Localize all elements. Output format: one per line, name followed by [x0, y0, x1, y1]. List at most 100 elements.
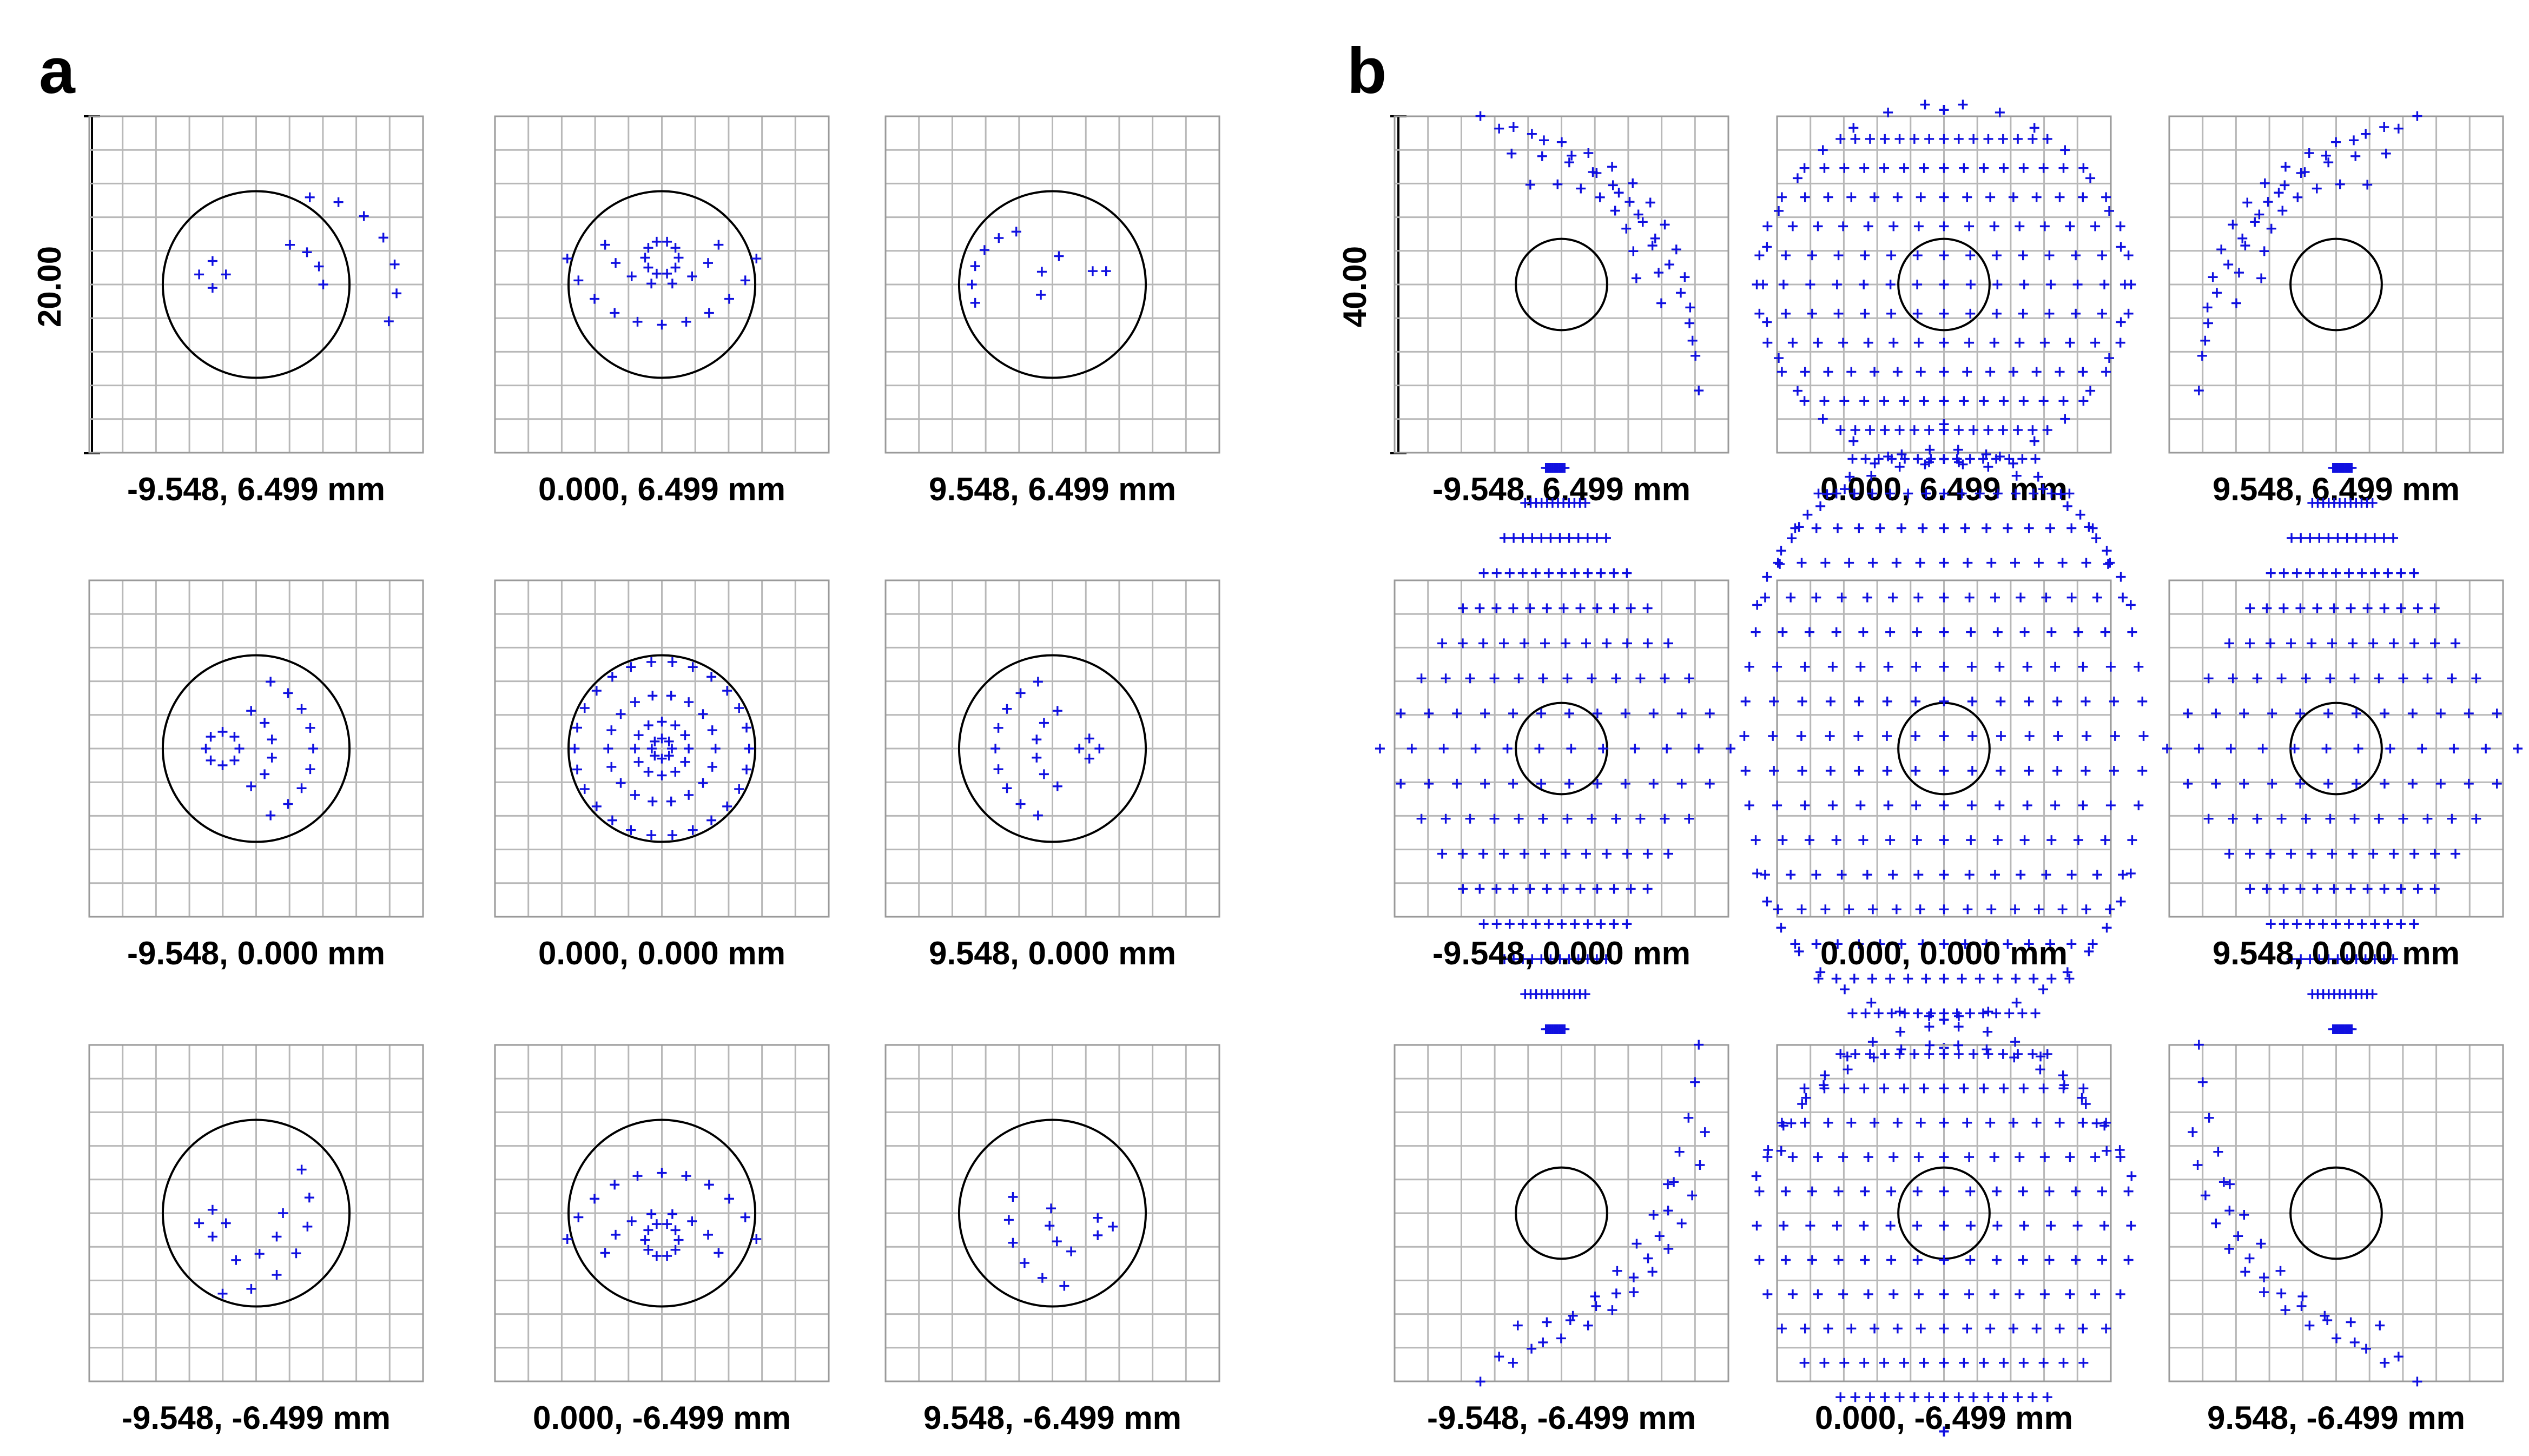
spot-point	[1953, 1022, 1964, 1032]
spot-point	[2011, 974, 2021, 984]
spot-point	[1991, 308, 2002, 319]
spot-point	[1752, 600, 1762, 610]
spot-point	[2082, 731, 2092, 741]
spot-point	[2301, 673, 2311, 684]
spot-point	[646, 744, 657, 753]
cell-frame	[494, 1044, 830, 1382]
spot-point	[2211, 709, 2221, 719]
spot-point	[266, 677, 276, 687]
spot-point	[1879, 396, 1889, 406]
field-caption: -9.548, 0.000 mm	[127, 935, 385, 971]
spot-point	[1912, 250, 1923, 261]
spot-point	[1979, 163, 1989, 173]
spot-point	[2383, 568, 2393, 578]
spot-cell-a-2: 0.000, 6.499 mm	[494, 115, 830, 507]
spot-point	[1786, 1118, 1797, 1128]
spot-point	[392, 288, 402, 299]
spot-point	[666, 796, 676, 806]
spot-point	[2046, 627, 2057, 637]
spot-point	[606, 725, 617, 736]
spot-point	[1592, 884, 1602, 894]
spot-point	[742, 764, 752, 775]
spot-point	[296, 704, 307, 714]
spot-point	[2044, 250, 2055, 261]
spot-point	[1985, 367, 1996, 377]
spot-point	[1998, 1392, 2008, 1402]
spot-points	[1752, 100, 2136, 469]
spot-point	[1499, 954, 1509, 964]
spot-point	[1478, 919, 1489, 929]
spot-point	[2138, 731, 2149, 741]
spot-point	[1892, 1117, 1903, 1128]
spot-point	[1862, 870, 1872, 880]
spot-point	[2090, 1152, 2101, 1162]
spot-point	[2097, 1186, 2107, 1196]
spot-cell-a-3: 9.548, 6.499 mm	[884, 115, 1220, 507]
spot-point	[1416, 673, 1427, 684]
spot-point	[1939, 627, 1949, 637]
spot-point	[1762, 317, 1772, 327]
spot-point	[1939, 396, 1949, 406]
spot-point	[664, 736, 674, 746]
spot-point	[1762, 337, 1773, 348]
spot-point	[1564, 778, 1574, 789]
spot-point	[2127, 627, 2137, 637]
spot-point	[2019, 627, 2030, 637]
spot-point	[1441, 673, 1451, 684]
spot-point	[1919, 396, 1929, 406]
spot-point	[1995, 107, 2005, 117]
spot-point	[2223, 260, 2234, 270]
spot-point	[740, 275, 750, 286]
spot-point	[1792, 386, 1802, 396]
spot-point	[1844, 904, 1854, 915]
spot-point	[2409, 568, 2419, 578]
spot-point	[2332, 1333, 2342, 1344]
spot-point	[1939, 870, 1949, 880]
spot-point	[1992, 627, 2003, 637]
spot-point	[1959, 163, 1969, 173]
field-caption: 9.548, -6.499 mm	[923, 1400, 1181, 1436]
spot-point	[1797, 696, 1807, 706]
spot-point	[1687, 1190, 1698, 1201]
spot-point	[2013, 1392, 2023, 1402]
spot-point	[1903, 974, 1913, 984]
spot-point	[272, 1270, 282, 1280]
spot-point	[2300, 167, 2310, 177]
spot-point	[643, 262, 653, 273]
spot-point	[1823, 367, 1833, 377]
spot-point	[1818, 145, 1828, 155]
spot-point	[2430, 849, 2440, 859]
spot-point	[2078, 1358, 2089, 1368]
spot-point	[2039, 1152, 2050, 1162]
spot-point	[611, 258, 621, 268]
spot-point	[646, 830, 657, 840]
cell-frame	[88, 579, 424, 918]
cell-grid	[886, 116, 1219, 453]
spot-point	[1838, 1289, 1848, 1299]
spot-point	[643, 766, 653, 777]
spot-point	[1939, 419, 1949, 429]
spot-point	[1601, 638, 1612, 648]
spot-point	[2193, 1160, 2203, 1170]
spot-point	[1787, 1152, 1798, 1162]
spot-point	[1845, 472, 1855, 482]
spot-point	[1969, 1392, 1979, 1402]
spot-point	[1965, 454, 1975, 464]
spot-cell-b-6: 9.548, 0.000 mm	[2162, 463, 2523, 1034]
spot-point	[2381, 148, 2391, 158]
spot-point	[1751, 1171, 1761, 1181]
spot-point	[229, 732, 240, 742]
spot-point	[1691, 350, 1701, 361]
spot-point	[302, 247, 312, 257]
field-caption: 9.548, 6.499 mm	[2213, 471, 2460, 507]
spot-point	[1964, 592, 1975, 603]
spot-point	[278, 1208, 288, 1218]
spot-point	[2252, 673, 2262, 684]
spot-point	[2065, 221, 2075, 231]
spot-point	[1635, 673, 1646, 684]
spot-point	[640, 1235, 650, 1245]
spot-point	[1896, 523, 1906, 533]
spot-point	[1687, 335, 1698, 346]
spot-point	[2451, 638, 2461, 648]
spot-point	[1985, 192, 1996, 202]
